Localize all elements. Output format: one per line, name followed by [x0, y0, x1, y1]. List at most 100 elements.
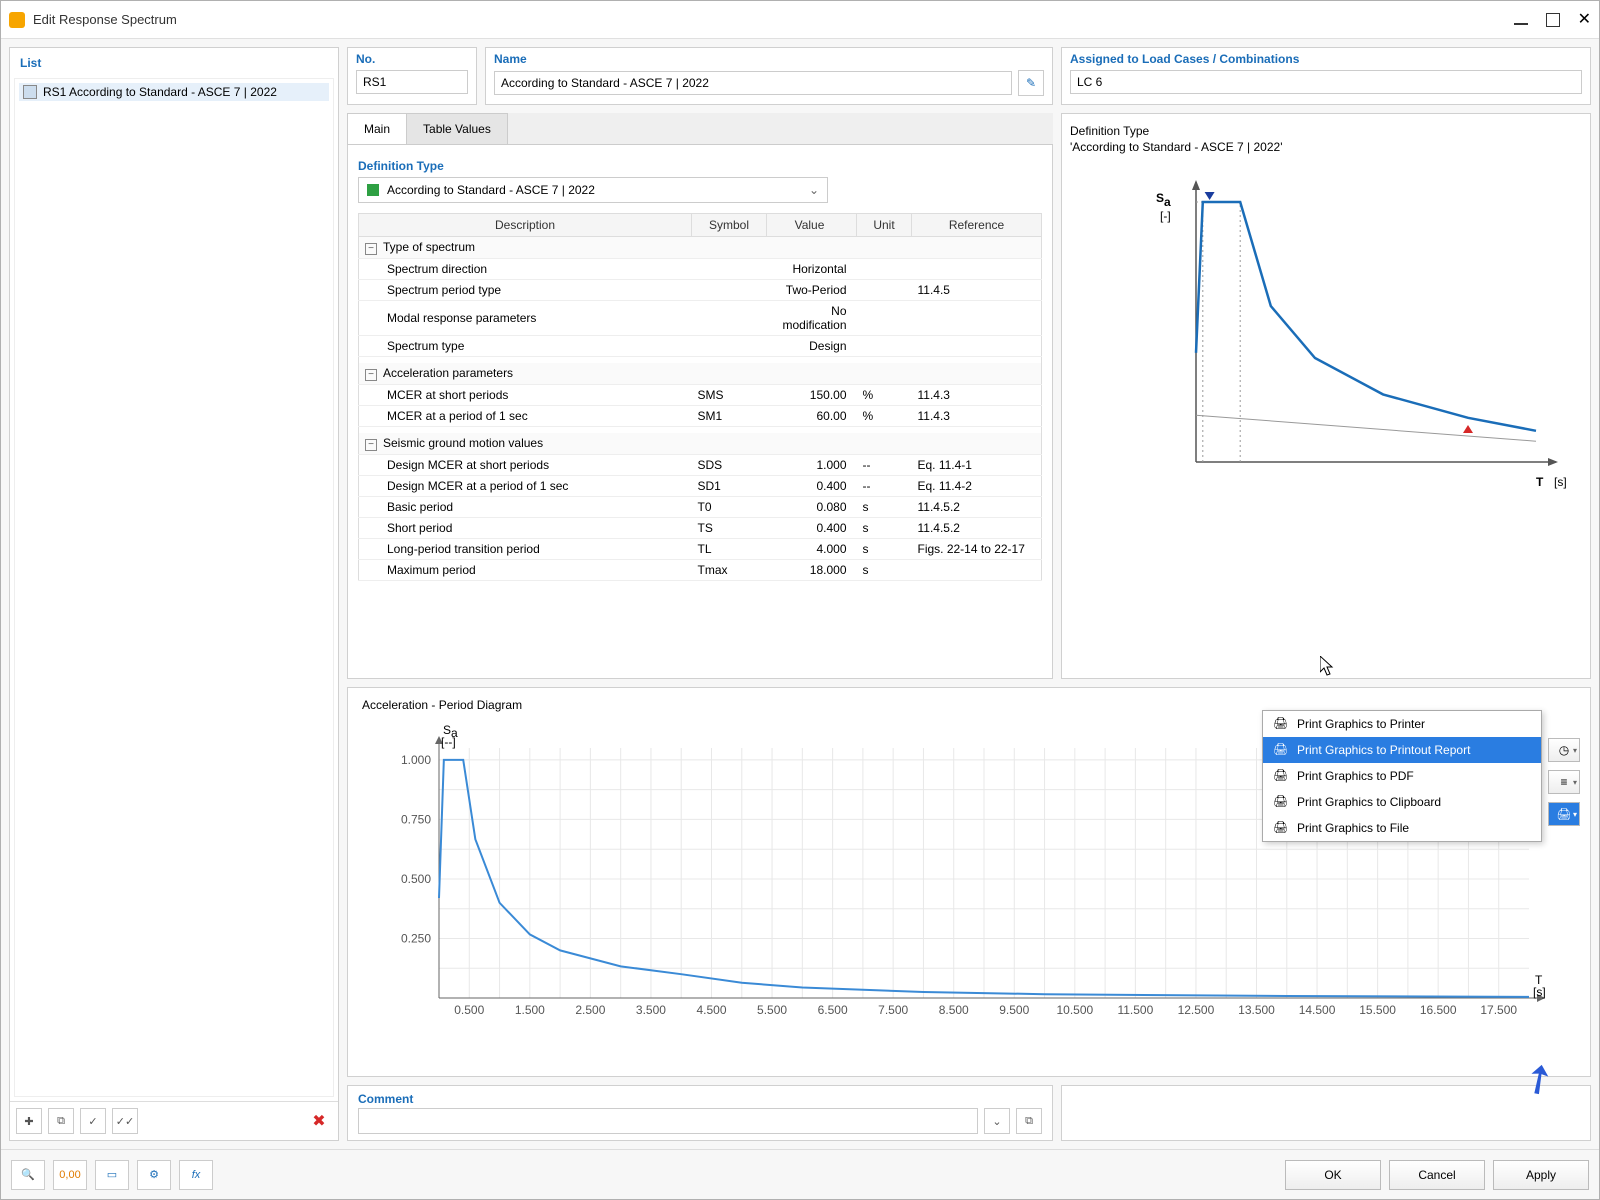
units-button[interactable]: 0,00	[53, 1160, 87, 1190]
svg-text:1.000: 1.000	[401, 753, 431, 767]
prop-val[interactable]: 1.000	[767, 455, 857, 476]
svg-text:5.500: 5.500	[757, 1003, 787, 1017]
svg-text:7.500: 7.500	[878, 1003, 908, 1017]
new-item-button[interactable]: ✚	[16, 1108, 42, 1134]
svg-text:6.500: 6.500	[818, 1003, 848, 1017]
comment-copy-button[interactable]: ⧉	[1016, 1108, 1042, 1134]
checkbox-icon[interactable]	[23, 85, 37, 99]
prop-sym: SD1	[692, 476, 767, 497]
comment-dropdown-button[interactable]: ⌄	[984, 1108, 1010, 1134]
assigned-input[interactable]	[1070, 70, 1582, 94]
svg-text:0.750: 0.750	[401, 812, 431, 826]
prop-ref	[912, 560, 1042, 581]
script-button[interactable]: fx	[179, 1160, 213, 1190]
prop-val[interactable]: Two-Period	[767, 280, 857, 301]
menu-label: Print Graphics to Printer	[1297, 717, 1425, 731]
group-row[interactable]: −Seismic ground motion values	[359, 433, 1042, 455]
menu-item[interactable]: 🖨 Print Graphics to Printer	[1263, 711, 1541, 737]
prop-sym	[692, 301, 767, 336]
color-swatch-icon	[367, 184, 379, 196]
svg-text:9.500: 9.500	[999, 1003, 1029, 1017]
prop-val[interactable]: No modification	[767, 301, 857, 336]
prop-val[interactable]: 0.400	[767, 518, 857, 539]
menu-item[interactable]: 🖨Print Graphics to File	[1263, 815, 1541, 841]
group-row[interactable]: −Type of spectrum	[359, 237, 1042, 259]
menu-item[interactable]: 🖨Print Graphics to PDF	[1263, 763, 1541, 789]
svg-text:[s]: [s]	[1533, 985, 1546, 999]
prop-unit	[857, 280, 912, 301]
prop-val[interactable]: 150.00	[767, 385, 857, 406]
mini-spectrum-chart: Sa[-]T[s]	[1070, 162, 1582, 522]
prop-unit: s	[857, 560, 912, 581]
menu-item[interactable]: 🖨Print Graphics to Printout Report	[1263, 737, 1541, 763]
comment-input[interactable]	[358, 1108, 978, 1134]
prop-desc: Basic period	[359, 497, 692, 518]
ok-button[interactable]: OK	[1285, 1160, 1381, 1190]
prop-val[interactable]: 0.080	[767, 497, 857, 518]
menu-label: Print Graphics to Printout Report	[1297, 743, 1470, 757]
assigned-header: Assigned to Load Cases / Combinations	[1070, 52, 1582, 66]
svg-text:13.500: 13.500	[1238, 1003, 1275, 1017]
help-button[interactable]: 🔍	[11, 1160, 45, 1190]
check-button[interactable]: ✓	[80, 1108, 106, 1134]
prop-val[interactable]: 0.400	[767, 476, 857, 497]
prop-ref: 11.4.3	[912, 406, 1042, 427]
tool4-button[interactable]: ⚙	[137, 1160, 171, 1190]
col-unit: Unit	[857, 214, 912, 237]
prop-desc: Spectrum direction	[359, 259, 692, 280]
close-button[interactable]: ✕	[1578, 13, 1591, 27]
options-button[interactable]: ≡▾	[1548, 770, 1580, 794]
name-input[interactable]	[494, 71, 1012, 95]
print-icon: 🖨	[1273, 768, 1289, 784]
prop-val[interactable]: 60.00	[767, 406, 857, 427]
prop-ref: 11.4.5	[912, 280, 1042, 301]
prop-sym	[692, 280, 767, 301]
definition-type-value: According to Standard - ASCE 7 | 2022	[387, 183, 595, 197]
zoom-button[interactable]: ◷▾	[1548, 738, 1580, 762]
col-symbol: Symbol	[692, 214, 767, 237]
prop-unit	[857, 336, 912, 357]
list-box[interactable]: RS1 According to Standard - ASCE 7 | 202…	[14, 78, 334, 1097]
svg-text:0.500: 0.500	[401, 872, 431, 886]
svg-text:17.500: 17.500	[1480, 1003, 1517, 1017]
apply-button[interactable]: Apply	[1493, 1160, 1589, 1190]
delete-button[interactable]: ✖	[306, 1108, 332, 1134]
maximize-button[interactable]	[1546, 13, 1560, 27]
tab-table-values[interactable]: Table Values	[406, 113, 508, 144]
prop-ref	[912, 259, 1042, 280]
titlebar: Edit Response Spectrum ✕	[1, 1, 1599, 39]
prop-val[interactable]: 4.000	[767, 539, 857, 560]
svg-text:14.500: 14.500	[1299, 1003, 1336, 1017]
blank-panel	[1061, 1085, 1591, 1141]
copy-item-button[interactable]: ⧉	[48, 1108, 74, 1134]
svg-text:12.500: 12.500	[1178, 1003, 1215, 1017]
no-input[interactable]	[356, 70, 468, 94]
minimize-button[interactable]	[1514, 23, 1528, 25]
edit-name-button[interactable]: ✎	[1018, 70, 1044, 96]
menu-item[interactable]: 🖨Print Graphics to Clipboard	[1263, 789, 1541, 815]
prop-val[interactable]: Design	[767, 336, 857, 357]
print-button[interactable]: 🖨▾	[1548, 802, 1580, 826]
print-icon: 🖨	[1273, 716, 1289, 732]
col-description: Description	[359, 214, 692, 237]
prop-unit	[857, 259, 912, 280]
prop-sym: SM1	[692, 406, 767, 427]
tab-main[interactable]: Main	[347, 113, 407, 144]
prop-unit: s	[857, 539, 912, 560]
prop-sym: Tmax	[692, 560, 767, 581]
list-item-label: RS1 According to Standard - ASCE 7 | 202…	[43, 85, 277, 99]
cancel-button[interactable]: Cancel	[1389, 1160, 1485, 1190]
svg-text:3.500: 3.500	[636, 1003, 666, 1017]
list-item[interactable]: RS1 According to Standard - ASCE 7 | 202…	[19, 83, 329, 101]
tool3-button[interactable]: ▭	[95, 1160, 129, 1190]
prop-val[interactable]: 18.000	[767, 560, 857, 581]
prop-val[interactable]: Horizontal	[767, 259, 857, 280]
svg-text:[-]: [-]	[1160, 209, 1171, 223]
svg-text:[--]: [--]	[441, 735, 456, 749]
definition-type-dropdown[interactable]: According to Standard - ASCE 7 | 2022 ⌄	[358, 177, 828, 203]
svg-text:10.500: 10.500	[1056, 1003, 1093, 1017]
list-header: List	[10, 48, 338, 74]
group-row[interactable]: −Acceleration parameters	[359, 363, 1042, 385]
checkall-button[interactable]: ✓✓	[112, 1108, 138, 1134]
prop-sym: T0	[692, 497, 767, 518]
